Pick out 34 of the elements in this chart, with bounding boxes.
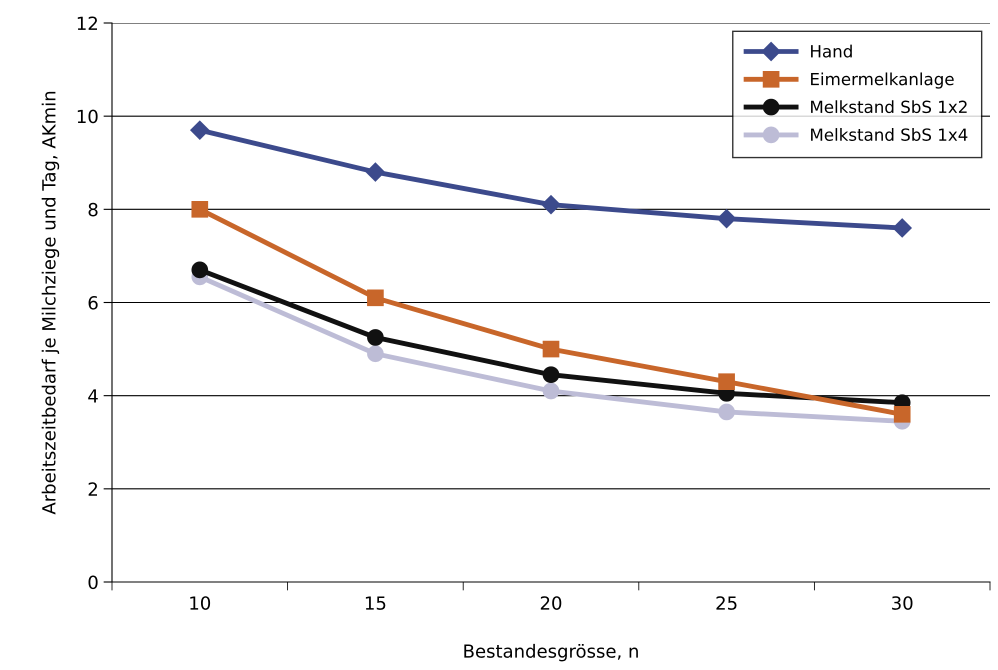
x-tick-label: 25: [716, 596, 737, 610]
legend-label: Melkstand SbS 1x4: [811, 128, 968, 141]
y-tick-label: 10: [78, 110, 98, 124]
legend-label: Melkstand SbS 1x2: [811, 100, 967, 114]
point: [892, 218, 912, 238]
point: [717, 209, 736, 228]
point: [367, 345, 384, 362]
x-axis-title: Bestandesgrösse, n: [464, 644, 638, 662]
y-tick-label: 4: [88, 389, 98, 403]
point: [190, 120, 210, 140]
point: [191, 262, 208, 278]
y-axis-title: Arbeitszeitbedarf je Milchziege und Tag, AKmin: [42, 92, 60, 514]
point: [542, 366, 560, 384]
y-tick-label: 2: [88, 482, 97, 496]
point: [718, 373, 735, 390]
point: [541, 195, 561, 214]
point: [894, 406, 911, 423]
y-tick-label: 0: [88, 575, 98, 590]
x-tick-label: 10: [190, 596, 210, 610]
point: [718, 404, 735, 420]
point: [542, 382, 560, 400]
y-tick-label: 6: [88, 296, 98, 310]
point: [367, 290, 384, 306]
point: [366, 162, 385, 182]
legend-label: Hand: [811, 44, 852, 58]
legend-label: Eimermelkanlage: [811, 72, 954, 89]
point: [191, 201, 208, 218]
x-tick-label: 30: [892, 596, 912, 610]
y-tick-label: 8: [88, 202, 98, 216]
x-tick-label: 15: [366, 596, 386, 610]
y-tick-label: 12: [78, 16, 97, 30]
x-tick-label: 20: [540, 596, 562, 610]
point: [542, 340, 560, 358]
point: [367, 329, 384, 346]
